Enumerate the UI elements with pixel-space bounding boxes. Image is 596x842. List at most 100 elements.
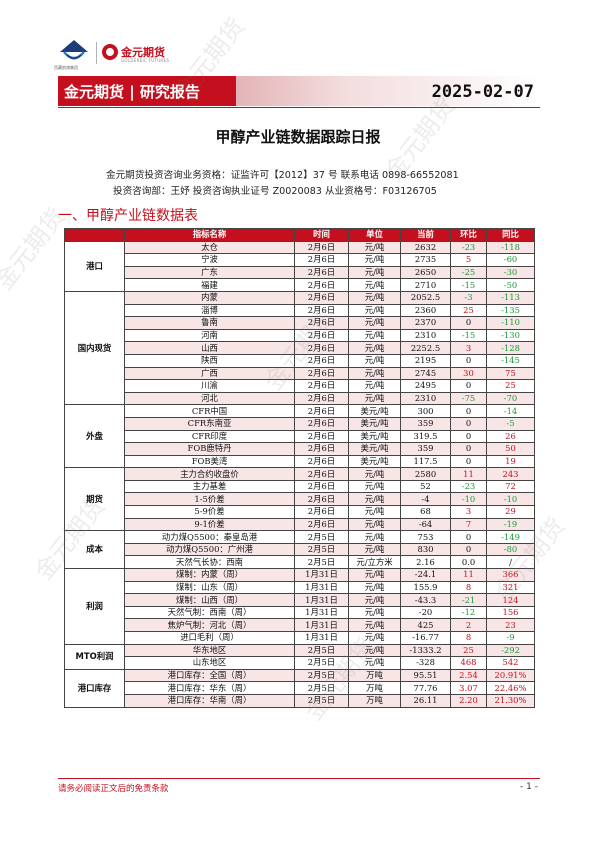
- group-label: 期货: [64, 467, 125, 532]
- mom-change-cell: 2.20: [450, 693, 487, 708]
- mom-change-cell: -23: [450, 479, 487, 494]
- time-cell: 2月6日: [294, 366, 349, 381]
- table-row: 外盘 CFR中国 2月6日 美元/吨 300 0 -14: [64, 404, 535, 469]
- group-label: 港口: [64, 240, 125, 292]
- indicator-name-cell: 港口库存：华南（周）: [124, 693, 295, 708]
- current-value-cell: 2735: [400, 253, 451, 267]
- table-row: 天然气长协：西南 2月5日 元/立方米 2.16 0.0/: [65, 555, 535, 570]
- mom-change-cell: 0: [450, 316, 487, 330]
- unit-cell: 美元/吨: [348, 416, 401, 431]
- indicator-name-cell: 9-1价差: [124, 517, 295, 532]
- mom-change-cell: -3: [450, 290, 487, 305]
- time-cell: 2月5日: [294, 530, 349, 544]
- table-row: 广西 2月6日 元/吨 2745 30 75: [65, 366, 535, 381]
- table-row: 山西 2月6日 元/吨 2252.5 3 -128: [65, 341, 535, 355]
- unit-cell: 元/吨: [348, 542, 401, 557]
- time-cell: 2月5日: [294, 656, 349, 670]
- disclaimer-link[interactable]: 请务必阅读正文后的免责条款: [58, 784, 169, 794]
- indicator-name-cell: CFR印度: [124, 429, 295, 444]
- unit-cell: 元/立方米: [348, 555, 401, 570]
- current-value-cell: -328: [400, 656, 451, 670]
- indicator-name-cell: 内蒙: [124, 290, 295, 305]
- yoy-change-cell: 29: [486, 505, 535, 519]
- table-row: FOB美湾 2月6日 美元/吨 117.5 0 19: [65, 454, 535, 469]
- banner-title: 金元期货 | 研究报告: [64, 83, 200, 101]
- current-value-cell: 68: [400, 505, 451, 519]
- mom-change-cell: -21: [450, 593, 487, 607]
- unit-cell: 美元/吨: [348, 429, 401, 444]
- yoy-change-cell: -118: [486, 240, 535, 255]
- current-value-cell: 77.76: [400, 681, 451, 695]
- time-cell: 2月5日: [294, 643, 349, 658]
- yoy-change-cell: 23: [486, 618, 535, 632]
- time-cell: 2月6日: [294, 454, 349, 469]
- mom-change-cell: 3.07: [450, 681, 487, 695]
- unit-cell: 元/吨: [348, 316, 401, 330]
- yoy-change-cell: 366: [486, 568, 535, 582]
- current-value-cell: 2745: [400, 366, 451, 381]
- current-value-cell: 2710: [400, 278, 451, 292]
- time-cell: 2月5日: [294, 542, 349, 557]
- unit-cell: 元/吨: [348, 568, 401, 582]
- unit-cell: 元/吨: [348, 631, 401, 645]
- indicator-name-cell: 广东: [124, 265, 295, 280]
- time-cell: 1月31日: [294, 605, 349, 620]
- current-value-cell: 2580: [400, 467, 451, 481]
- yoy-change-cell: -80: [486, 542, 535, 557]
- table-row: 1-5价差 2月6日 元/吨 -4 -10 -10: [65, 492, 535, 507]
- indicator-name-cell: 河北: [124, 391, 295, 406]
- unit-cell: 元/吨: [348, 656, 401, 670]
- yoy-change-cell: -19: [486, 517, 535, 532]
- yoy-change-cell: -30: [486, 265, 535, 280]
- brand-english-name: GOLDEREIC FUTURES: [121, 58, 170, 63]
- current-value-cell: -1333.2: [400, 643, 451, 658]
- time-cell: 2月6日: [294, 442, 349, 456]
- indicator-name-cell: 进口毛利（周）: [124, 631, 295, 645]
- current-value-cell: -43.3: [400, 593, 451, 607]
- header-yoy: 同比: [486, 228, 535, 242]
- mom-change-cell: 25: [450, 303, 487, 318]
- indicator-name-cell: 陕西: [124, 353, 295, 368]
- unit-cell: 万吨: [348, 668, 401, 683]
- unit-cell: 元/吨: [348, 605, 401, 620]
- unit-cell: 元/吨: [348, 290, 401, 305]
- current-value-cell: 2.16: [400, 555, 451, 570]
- indicator-name-cell: 天然气长协：西南: [124, 555, 295, 570]
- table-row: 河北 2月6日 元/吨 2310 -75 -70: [65, 391, 535, 406]
- time-cell: 2月6日: [294, 467, 349, 481]
- time-cell: 2月6日: [294, 328, 349, 343]
- indicator-name-cell: 动力煤Q5500：广州港: [124, 542, 295, 557]
- banner-red-block: 金元期货 | 研究报告: [58, 76, 236, 106]
- indicator-name-cell: 港口库存：华东（周）: [124, 681, 295, 695]
- current-value-cell: 155.9: [400, 580, 451, 595]
- indicator-name-cell: 主力合约收盘价: [124, 467, 295, 481]
- table-row: 主力基差 2月6日 元/吨 52 -23 72: [65, 479, 535, 494]
- indicator-name-cell: 1-5价差: [124, 492, 295, 507]
- indicator-name-cell: 河南: [124, 328, 295, 343]
- yoy-change-cell: 72: [486, 479, 535, 494]
- mom-change-cell: 0: [450, 542, 487, 557]
- current-value-cell: 2360: [400, 303, 451, 318]
- mom-change-cell: 0.0: [450, 555, 487, 570]
- mom-change-cell: 11: [450, 467, 487, 481]
- time-cell: 1月31日: [294, 618, 349, 632]
- yoy-change-cell: 20.91%: [486, 668, 535, 683]
- yoy-change-cell: 19: [486, 454, 535, 469]
- mom-change-cell: 30: [450, 366, 487, 381]
- yoy-change-cell: 321: [486, 580, 535, 595]
- table-row: CFR东南亚 2月6日 美元/吨 359 0 -5: [65, 416, 535, 431]
- current-value-cell: -4: [400, 492, 451, 507]
- yoy-change-cell: -9: [486, 631, 535, 645]
- yoy-change-cell: 50: [486, 442, 535, 456]
- brand-mark-icon: [102, 44, 118, 60]
- unit-cell: 万吨: [348, 681, 401, 695]
- indicator-name-cell: 太仓: [124, 240, 295, 255]
- section-title: 一、甲醇产业链数据表: [58, 208, 198, 224]
- mom-change-cell: 0: [450, 353, 487, 368]
- time-cell: 1月31日: [294, 593, 349, 607]
- yoy-change-cell: 124: [486, 593, 535, 607]
- yoy-change-cell: 21.30%: [486, 693, 535, 708]
- indicator-name-cell: 山西: [124, 341, 295, 355]
- current-value-cell: 425: [400, 618, 451, 632]
- table-body: 港口 太仓 2月6日 元/吨 2632 -23 -118 宁波 2月6日 元/吨 2735 5 -60 广…: [64, 240, 535, 708]
